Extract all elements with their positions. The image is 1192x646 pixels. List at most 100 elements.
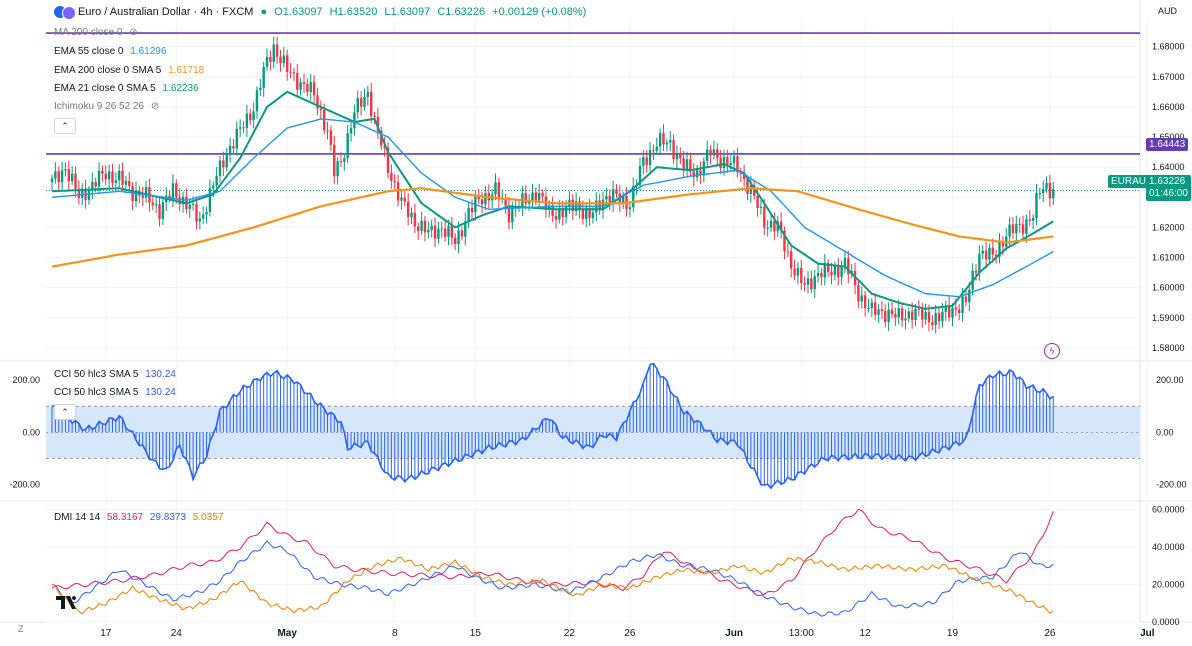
eye-hidden-icon[interactable]: ⊘ [150,101,160,112]
time-tick: 13:00 [789,628,814,639]
candle-body [336,161,339,177]
legend-ema55-label: EMA 55 close 0 [54,46,124,57]
legend-ema55[interactable]: EMA 55 close 0 1.61296 [54,46,170,57]
legend-ma200[interactable]: MA 200 close 0 ⊘ [54,27,142,38]
candle-body [722,156,726,168]
cci-tick-right: 0.00 [1156,427,1174,437]
candle-body [622,195,625,203]
candle-body [749,185,753,194]
candle-body [74,173,77,189]
candle-body [941,311,944,322]
candle-body [235,128,238,149]
candle-body [175,183,178,198]
lightning-alert-icon[interactable]: ϟ [1044,343,1060,359]
candle-body [944,305,947,312]
main-price-tick: 1.61000 [1152,253,1185,263]
dmi-tick: 60.0000 [1152,505,1185,515]
candle-body [181,196,185,205]
collapse-cci-legend-button[interactable]: ⌃ [54,404,76,420]
candle-body [144,187,148,198]
candle-body [464,221,467,237]
candle-body [380,130,383,146]
candle-body [450,225,454,238]
candle-body [820,272,823,278]
legend-ema21[interactable]: EMA 21 close 0 SMA 5 1.62236 [54,83,203,94]
candle-body [826,263,830,272]
candle-body [339,161,343,163]
level-price-tag[interactable]: 1.64443 [1146,138,1189,151]
candle-body [981,250,984,254]
currency-label[interactable]: AUD [1158,6,1178,16]
legend-ema21-label: EMA 21 close 0 SMA 5 [54,83,156,94]
candle-body [151,202,154,206]
candle-body [118,170,121,181]
candle-body [420,220,423,232]
last-price-tag[interactable]: 1.63226 01:46:00 [1146,175,1191,201]
candle-body [884,311,887,322]
candle-body [1008,224,1011,237]
symbol-header[interactable]: Euro / Australian Dollar · 4h · FXCM ● O… [78,6,590,18]
candle-body [779,221,783,231]
candle-body [732,156,736,164]
candle-body [417,226,420,232]
candle-body [860,295,863,302]
candle-body [689,159,692,172]
symbol-title[interactable]: Euro / Australian Dollar · 4h · FXCM [78,6,254,18]
eye-hidden-icon[interactable]: ⊘ [129,27,138,38]
candle-body [753,185,756,196]
candle-body [548,205,551,210]
candle-body [359,97,363,107]
candle-body [296,72,299,90]
dmi-tick: 40.0000 [1152,542,1185,552]
legend-dmi-adx: 5.0357 [192,512,224,523]
aud-flag-icon [62,6,76,20]
candle-body [1028,219,1031,221]
candle-body [652,150,655,152]
legend-cci-1-value: 130.24 [145,369,176,380]
legend-ema200[interactable]: EMA 200 close 0 SMA 5 1.61718 [54,65,208,76]
candle-body [403,197,406,202]
candle-body [658,133,662,147]
tradingview-logo[interactable] [56,596,80,615]
main-price-tick: 1.62000 [1152,222,1185,232]
candle-body [292,72,296,74]
time-tick: 26 [624,628,636,639]
legend-ichimoku-label: Ichimoku 9 26 52 26 [54,101,145,112]
candle-body [894,314,897,318]
candle-body [890,309,894,315]
candle-body [413,212,417,227]
candle-body [343,158,346,162]
collapse-legend-button[interactable]: ⌃ [54,118,76,134]
candle-body [951,307,954,318]
time-tick: 22 [564,628,576,639]
legend-ichimoku[interactable]: Ichimoku 9 26 52 26 ⊘ [54,101,163,112]
candle-body [790,251,793,269]
candle-body [672,140,675,160]
horizontal-levels[interactable] [46,32,1140,191]
candle-body [309,82,312,93]
candle-body [538,192,541,201]
candle-body [665,142,669,145]
cci-tick-left: -200.00 [9,479,40,489]
candle-body [222,160,225,168]
legend-ma200-label: MA 200 close 0 [54,27,123,38]
candle-body [937,312,941,322]
legend-cci-1[interactable]: CCI 50 hlc3 SMA 5 130.24 [54,369,180,380]
candle-body [326,130,329,132]
candle-body [541,192,544,197]
symbol-tag[interactable]: EURAUD [1108,175,1157,188]
candle-body [373,116,376,118]
timezone-z-button[interactable]: Z [18,624,24,634]
candle-body [736,156,739,173]
candle-body [558,208,561,220]
legend-dmi[interactable]: DMI 14 14 58.3167 29.8373 5.0357 [54,512,227,523]
legend-cci-2[interactable]: CCI 50 hlc3 SMA 5 130.24 [54,387,180,398]
candle-body [605,195,608,200]
candle-body [430,225,433,231]
candle-body [988,247,991,260]
candle-body [77,188,81,198]
candle-body [134,190,138,202]
candle-body [212,185,215,189]
ohlc-open: O1.63097 [274,6,323,18]
